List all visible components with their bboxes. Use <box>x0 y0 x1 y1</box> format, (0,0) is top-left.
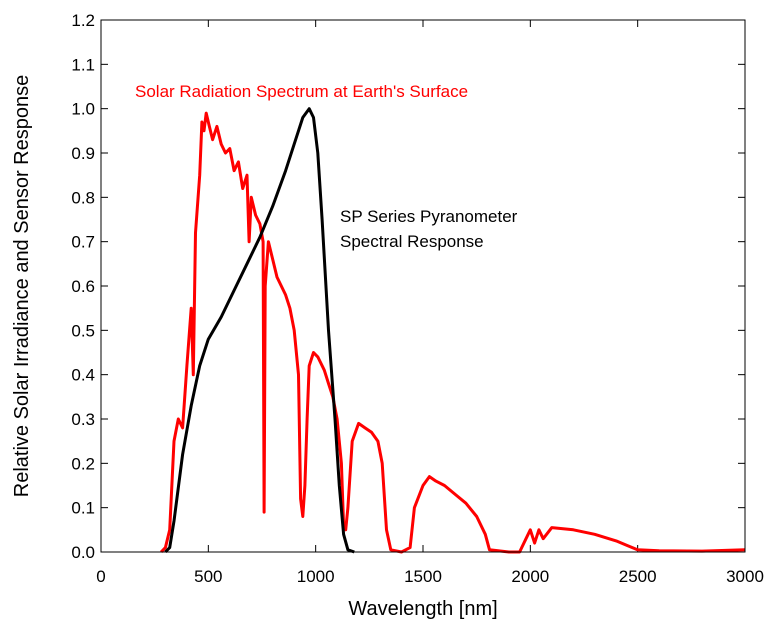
y-tick-label: 0.8 <box>71 188 95 207</box>
y-tick-label: 1.1 <box>71 55 95 74</box>
y-axis-label: Relative Solar Irradiance and Sensor Res… <box>11 75 33 497</box>
x-axis-label: Wavelength [nm] <box>348 598 497 620</box>
y-tick-label: 1.0 <box>71 100 95 119</box>
x-tick-label: 2000 <box>511 567 549 586</box>
series-label: SP Series Pyranometer <box>340 207 518 226</box>
series-label: Spectral Response <box>340 232 484 251</box>
series-label: Solar Radiation Spectrum at Earth's Surf… <box>135 82 468 101</box>
x-tick-label: 1000 <box>297 567 335 586</box>
y-tick-label: 0.0 <box>71 543 95 562</box>
y-tick-label: 0.7 <box>71 233 95 252</box>
x-tick-label: 500 <box>194 567 222 586</box>
x-tick-label: 3000 <box>726 567 764 586</box>
y-tick-label: 0.3 <box>71 410 95 429</box>
x-tick-label: 2500 <box>619 567 657 586</box>
y-tick-label: 0.2 <box>71 454 95 473</box>
y-tick-label: 1.2 <box>71 11 95 30</box>
y-tick-label: 0.4 <box>71 366 95 385</box>
x-tick-label: 1500 <box>404 567 442 586</box>
series-line <box>160 111 746 554</box>
y-tick-label: 0.5 <box>71 321 95 340</box>
x-tick-label: 0 <box>96 567 105 586</box>
y-tick-label: 0.6 <box>71 277 95 296</box>
y-tick-label: 0.1 <box>71 499 95 518</box>
plot-frame <box>100 19 746 553</box>
y-tick-label: 0.9 <box>71 144 95 163</box>
series-line <box>164 107 355 554</box>
